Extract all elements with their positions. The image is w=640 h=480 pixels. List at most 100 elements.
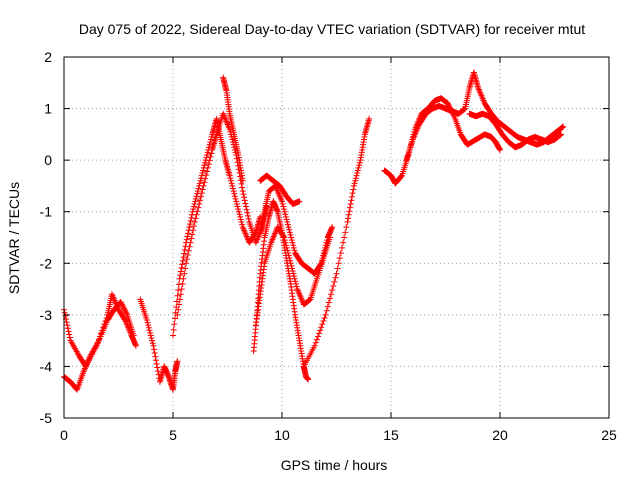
data-point [203,154,210,161]
data-point [287,257,294,264]
series-track-b [61,298,137,393]
data-point [194,190,201,197]
data-point [179,257,186,264]
data-point [195,185,202,192]
data-point [398,173,405,180]
data-point [230,188,237,195]
data-point [239,221,246,228]
data-point [281,234,288,241]
data-point [121,306,128,313]
data-point [326,295,333,302]
data-point [171,315,178,322]
data-point [239,177,246,184]
data-point [291,247,298,254]
data-point [228,180,235,187]
data-point [243,203,250,210]
data-point [152,357,159,364]
plot-frame [63,56,610,419]
data-point [347,200,354,207]
data-point [558,124,565,131]
data-point [316,330,323,337]
data-point [202,175,209,182]
data-point [175,306,182,313]
data-point [285,249,292,256]
data-point [152,353,159,360]
data-point [350,182,357,189]
data-point [229,182,236,189]
data-point [183,256,190,263]
data-point [199,170,206,177]
data-point [334,265,341,272]
data-point [343,224,350,231]
x-tick-label: 0 [60,427,68,443]
y-tick-label: -2 [40,255,53,271]
data-point [144,319,151,326]
data-point [204,151,211,158]
data-point [189,231,196,238]
data-point [341,234,348,241]
data-point [148,335,155,342]
data-point [191,219,198,226]
data-point [323,307,330,314]
data-point [355,164,362,171]
data-point [145,322,152,329]
data-point [329,224,336,231]
data-point [285,224,292,231]
data-point [322,311,329,318]
data-point [320,249,327,256]
data-point [145,324,152,331]
data-point [237,213,244,220]
data-point [119,302,126,309]
data-point [356,162,363,169]
data-point [187,239,194,246]
data-point [244,212,251,219]
data-point [196,200,203,207]
data-point [279,200,286,207]
data-point [181,246,188,253]
data-point [237,216,244,223]
data-point [226,126,233,133]
data-point [324,303,331,310]
data-point [340,239,347,246]
data-point [290,244,297,251]
data-point [245,215,252,222]
data-point [178,286,185,293]
data-point [238,180,245,187]
data-point [342,229,349,236]
data-point [282,211,289,218]
series-track-f [220,74,246,184]
data-point [174,292,181,299]
data-point [173,298,180,305]
data-point [143,317,150,324]
data-point [323,239,330,246]
data-point [337,249,344,256]
data-point [322,244,329,251]
data-point [322,242,329,249]
data-point [149,340,156,347]
data-point [283,242,290,249]
data-point [305,376,312,383]
data-point [356,159,363,166]
data-point [236,211,243,218]
series-track-i [257,172,303,207]
data-point [194,188,201,195]
data-point [204,149,211,156]
data-point [279,198,285,205]
data-point [306,297,313,304]
data-point [174,358,181,365]
data-point [345,211,352,218]
data-point [348,193,355,200]
y-tick-label: 2 [44,49,52,65]
data-point [149,337,156,344]
data-point [241,197,248,204]
data-point [318,324,325,331]
data-point [147,332,154,339]
data-point [460,106,467,113]
data-point [239,184,246,191]
data-point [311,342,318,349]
data-point [151,346,158,353]
data-point [193,193,200,200]
data-point [202,157,209,164]
data-point [200,167,207,174]
data-point [353,172,360,179]
